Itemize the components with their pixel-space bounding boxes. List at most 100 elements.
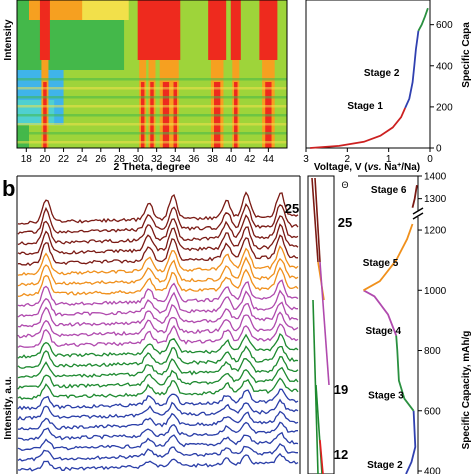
heatmap-peak-hot — [230, 0, 241, 60]
voltage-a-stage-label: Stage 1 — [347, 101, 383, 112]
xrd-curve — [17, 345, 299, 369]
voltage-a-series — [404, 30, 420, 109]
voltage-a-x-tick-label: 1 — [386, 154, 392, 165]
heatmap-cyan-region — [17, 100, 55, 125]
capacity-b-y-tick-label: 1000 — [424, 286, 447, 297]
heatmap-peak-hot — [259, 0, 278, 60]
xrd-curve — [17, 332, 299, 359]
heatmap-yellow-top — [82, 0, 129, 20]
xrd-curve — [17, 421, 299, 441]
xrd-curve — [17, 431, 299, 451]
heatmap-streak — [17, 105, 287, 108]
capacity-b-y-tick-label: 1200 — [424, 226, 447, 237]
xrd-curve — [17, 452, 299, 472]
voltage-a-x-ticks: 3 2 1 0 — [303, 148, 433, 165]
capacity-b-y-ticks: 400 600 800 1000 1200 1300 1400 — [418, 172, 447, 474]
voltage-plot-panel-a: 3 2 1 0 0 200 400 600 Stage 1 Stage 2 — [303, 0, 453, 165]
cycle-strip-line — [311, 177, 319, 263]
capacity-b-stage-label: Stage 4 — [365, 326, 401, 337]
cycle-strip-panel-b — [307, 175, 335, 474]
heatmap-x-tick-label: 24 — [77, 154, 89, 165]
heatmap-peak-hot — [208, 0, 227, 60]
axis-break-mark — [412, 207, 424, 220]
voltage-a-series — [417, 7, 429, 32]
xrd-curve — [18, 410, 299, 431]
heatmap-streak — [17, 132, 287, 135]
xrd-curve — [17, 202, 299, 235]
cycle-label: 25 — [338, 215, 352, 230]
heatmap-peak-hot — [39, 0, 50, 60]
heatmap-x-tick-label: 34 — [170, 154, 182, 165]
cycle-strip-line — [319, 261, 330, 386]
xrd-curve — [17, 223, 299, 256]
voltage-a-y-ticks: 0 200 400 600 — [430, 20, 453, 155]
voltage-a-x-tick-label: 2 — [345, 154, 351, 165]
voltage-a-x-label: Voltage, V (vs. Na+/Na) — [314, 162, 420, 174]
capacity-b-series — [395, 335, 415, 412]
xrd-curve — [17, 442, 298, 462]
heatmap-streak — [17, 78, 287, 81]
xrd-curve — [17, 388, 299, 411]
capacity-b-series — [405, 410, 417, 474]
heatmap-x-ticks: 18 20 22 24 26 28 30 32 34 36 38 40 42 44 — [21, 148, 275, 165]
heatmap-peak-hot — [137, 0, 148, 60]
panel-b-label: b — [2, 176, 15, 201]
heatmap-streak — [17, 114, 287, 117]
xrd-curve — [18, 234, 299, 267]
heatmap-x-tick-label: 26 — [95, 154, 107, 165]
capacity-b-stage-label: Stage 6 — [371, 185, 407, 196]
xrd-curve — [17, 356, 299, 379]
axis-break-line — [412, 207, 424, 215]
axis-break-gap — [414, 211, 422, 217]
heatmap-x-tick-label: 30 — [132, 154, 144, 165]
cycle-strip-line — [314, 177, 321, 263]
cycle-strip-line — [319, 439, 324, 474]
heatmap-streak — [17, 96, 287, 99]
heatmap-x-tick-label: 28 — [114, 154, 126, 165]
heatmap-x-tick-label: 22 — [58, 154, 70, 165]
heatmap-x-tick-label: 42 — [244, 154, 256, 165]
heatmap-peak-hot — [170, 0, 181, 60]
xrd-stack-panel-b — [17, 191, 299, 472]
heatmap-x-tick-label: 38 — [207, 154, 219, 165]
xrd-frame — [16, 175, 301, 474]
heatmap-x-tick-label: 32 — [151, 154, 163, 165]
voltage-a-y-tick-label: 400 — [436, 61, 453, 72]
capacity-b-y-tick-label: 600 — [424, 406, 441, 417]
heatmap-x-tick-label: 44 — [263, 154, 275, 165]
xrd-curve — [17, 289, 298, 318]
voltage-a-series — [310, 107, 407, 149]
heatmap-y-label: Intensity — [3, 19, 14, 61]
capacity-b-series — [411, 184, 418, 208]
axis-break-line — [412, 212, 424, 220]
capacity-b-y-tick-label: 800 — [424, 346, 441, 357]
voltage-a-x-tick-label: 0 — [427, 154, 433, 165]
capacity-b-series — [363, 289, 398, 336]
capacity-b-y-tick-label: 400 — [424, 466, 441, 474]
heatmap-x-tick-label: 18 — [21, 154, 33, 165]
heatmap-x-tick-label: 20 — [39, 154, 51, 165]
xrd-curve — [17, 398, 299, 421]
cycle-label: 19 — [334, 382, 348, 397]
xrd-curve — [17, 377, 299, 401]
capacity-b-stage-label: Stage 5 — [363, 258, 399, 269]
voltage-a-y-label: Specific Capa — [461, 22, 472, 88]
heatmap-x-label: 2 Theta, degree — [113, 161, 190, 173]
heatmap-x-tick-label: 36 — [188, 154, 200, 165]
voltage-a-stage-label: Stage 2 — [364, 68, 400, 79]
xrd-curve — [17, 214, 299, 246]
heatmap-streak — [17, 123, 287, 126]
capacity-b-y-tick-label: 1400 — [424, 172, 447, 183]
heatmap-streak — [17, 141, 287, 144]
voltage-a-y-tick-label: 200 — [436, 102, 453, 113]
cycle-labels: 25 25 19 12 — [285, 201, 352, 462]
heatmap-x-tick-label: 40 — [226, 154, 238, 165]
cycle-label: 12 — [334, 447, 348, 462]
xrd-curve — [17, 266, 299, 297]
xrd-curve — [17, 191, 299, 225]
xrd-curve — [17, 366, 299, 390]
capacity-b-y-label: Specific Capacity, mAh/g — [461, 331, 472, 450]
capacity-b-stage-label: Stage 3 — [368, 391, 404, 402]
xrd-curve — [17, 244, 299, 276]
heatmap-peak-hot — [147, 0, 157, 60]
